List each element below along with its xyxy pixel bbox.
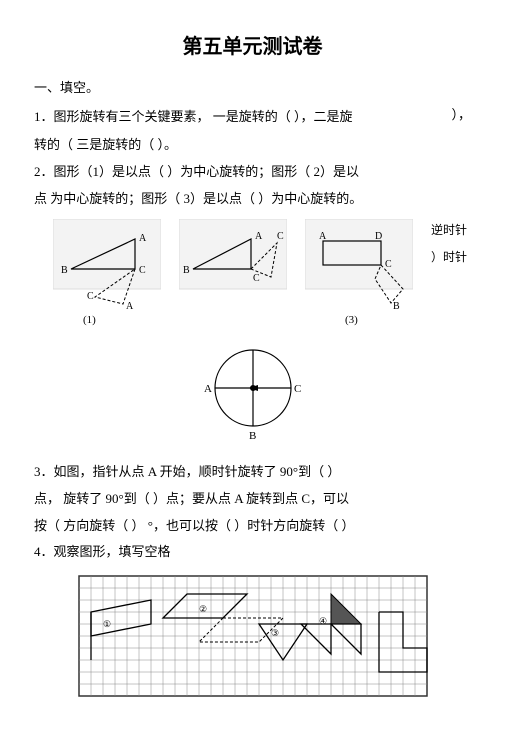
figure-2: A B C C — [179, 219, 287, 329]
fig1-caption: (1) — [83, 314, 96, 326]
q3-line3: 按（ 方向旋转（ ） °，也可以按（ ）时针方向旋转（ ） — [34, 514, 471, 539]
svg-text:D: D — [375, 231, 382, 242]
label-A2: A — [126, 301, 134, 312]
label-C: C — [139, 265, 146, 276]
q3-line1: 3．如图，指针从点 A 开始，顺时针旋转了 90°到（ ） — [34, 460, 471, 485]
label-B: B — [61, 265, 68, 276]
side-labels: 逆时针 ）时针 — [431, 213, 471, 270]
figure-1: A B C C A (1) — [53, 219, 161, 329]
svg-text:C: C — [294, 383, 301, 395]
svg-text:②: ② — [199, 604, 207, 614]
label-C2: C — [87, 291, 94, 302]
svg-text:A: A — [204, 383, 212, 395]
page-title: 第五单元测试卷 — [34, 28, 471, 66]
label-A: A — [139, 233, 147, 244]
svg-text:(3): (3) — [345, 314, 358, 326]
q1-line1: 1．图形旋转有三个关键要素， 一是旋转的（ ），二是旋 — [34, 105, 443, 130]
figure-row: A B C C A (1) A B C C A D C B (3) — [34, 219, 431, 329]
q1-right-paren: ）， — [443, 103, 471, 132]
circle-figure: A C B — [34, 343, 471, 452]
svg-text:③: ③ — [271, 628, 279, 638]
q4-line: 4．观察图形，填写空格 — [34, 540, 471, 565]
q2-line1: 2．图形（1）是以点（ ）为中心旋转的；图形（ 2）是以 — [34, 160, 471, 185]
svg-text:A: A — [319, 231, 327, 242]
q2-line2: 点 为中心旋转的；图形（ 3）是以点（ ）为中心旋转的。 — [34, 187, 471, 212]
svg-text:C: C — [253, 273, 260, 284]
grid-figure: ① ② ③ ④ — [34, 571, 471, 710]
figure-3: A D C B (3) — [305, 219, 413, 329]
svg-text:C: C — [277, 231, 284, 242]
q3-line2: 点， 旋转了 90°到（ ）点；要从点 A 旋转到点 C，可以 — [34, 487, 471, 512]
q1-line2: 转的（ 三是旋转的（ ）。 — [34, 133, 471, 158]
svg-text:C: C — [385, 259, 392, 270]
section-heading: 一、填空。 — [34, 76, 471, 101]
svg-text:④: ④ — [319, 616, 327, 626]
svg-text:A: A — [255, 231, 263, 242]
svg-text:B: B — [183, 265, 190, 276]
svg-text:①: ① — [103, 619, 111, 629]
svg-text:B: B — [249, 430, 256, 442]
svg-text:B: B — [393, 301, 400, 312]
